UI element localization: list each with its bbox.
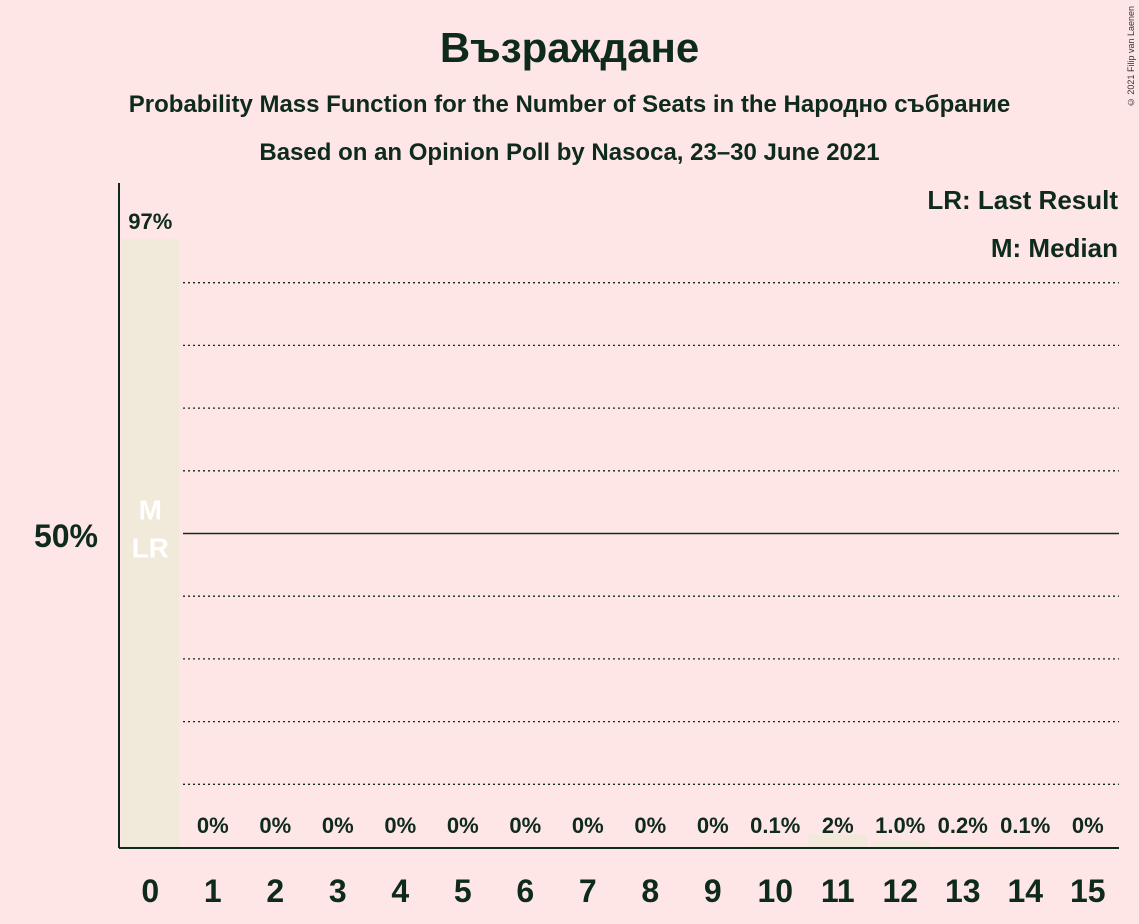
data-label-seat-4: 0%	[384, 813, 416, 838]
y-tick-label-50: 50%	[34, 518, 98, 554]
bar-seat-14	[996, 846, 1055, 847]
bar-seat-0	[121, 238, 180, 847]
x-tick-label-10: 10	[757, 873, 793, 909]
x-tick-label-15: 15	[1070, 873, 1106, 909]
median-marker: M	[139, 495, 162, 526]
bar-seat-12	[871, 840, 930, 847]
data-label-seat-14: 0.1%	[1000, 813, 1050, 838]
data-label-seat-3: 0%	[322, 813, 354, 838]
data-label-seat-12: 1.0%	[875, 813, 925, 838]
x-tick-label-9: 9	[704, 873, 722, 909]
bar-seat-11	[808, 834, 867, 847]
x-tick-label-13: 13	[945, 873, 981, 909]
x-tick-label-7: 7	[579, 873, 597, 909]
gridlines	[183, 282, 1119, 785]
x-tick-label-12: 12	[882, 873, 918, 909]
x-tick-label-4: 4	[391, 873, 409, 909]
x-tick-label-3: 3	[329, 873, 347, 909]
data-label-seat-9: 0%	[697, 813, 729, 838]
x-tick-labels: 0 1 2 3 4 5 6 7 8 9 10 11 12 13 14 15	[141, 873, 1105, 909]
x-tick-label-11: 11	[821, 873, 855, 909]
x-tick-label-2: 2	[266, 873, 284, 909]
chart-title: Възраждане	[439, 24, 700, 71]
bar-seat-10	[746, 846, 805, 847]
data-label-seat-1: 0%	[197, 813, 229, 838]
x-tick-label-14: 14	[1007, 873, 1043, 909]
last-result-marker: LR	[132, 533, 169, 564]
x-tick-label-0: 0	[141, 873, 159, 909]
legend-last-result: LR: Last Result	[927, 185, 1118, 215]
x-tick-label-6: 6	[516, 873, 534, 909]
bars	[121, 238, 1055, 847]
x-tick-label-5: 5	[454, 873, 472, 909]
chart-subtitle: Probability Mass Function for the Number…	[128, 91, 1011, 118]
legend-median: M: Median	[991, 233, 1118, 263]
data-label-seat-13: 0.2%	[938, 813, 988, 838]
bar-seat-13	[933, 845, 992, 847]
data-label-seat-2: 0%	[259, 813, 291, 838]
data-label-seat-15: 0%	[1072, 813, 1104, 838]
x-tick-label-1: 1	[204, 873, 222, 909]
data-label-seat-10: 0.1%	[750, 813, 800, 838]
data-label-seat-7: 0%	[572, 813, 604, 838]
data-label-seat-6: 0%	[509, 813, 541, 838]
data-label-seat-8: 0%	[634, 813, 666, 838]
chart-source-line: Based on an Opinion Poll by Nasoca, 23–3…	[259, 139, 880, 166]
data-labels: 97% 0% 0% 0% 0% 0% 0% 0% 0% 0% 0.1% 2% 1.0% 0.2% 0.1% 0…	[128, 209, 1103, 838]
data-label-seat-11: 2%	[822, 813, 854, 838]
data-label-seat-0: 97%	[128, 209, 172, 234]
x-tick-label-8: 8	[641, 873, 659, 909]
data-label-seat-5: 0%	[447, 813, 479, 838]
